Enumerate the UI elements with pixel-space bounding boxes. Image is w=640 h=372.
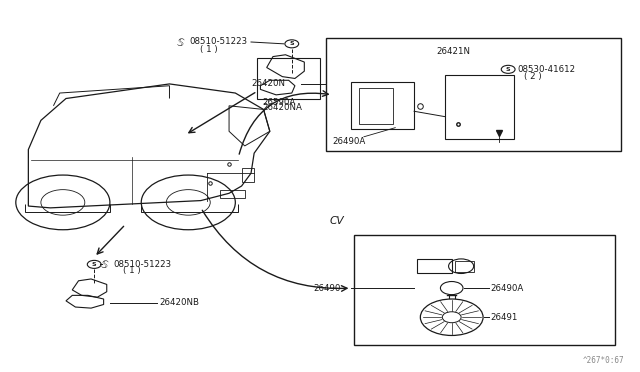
Text: 26420N: 26420N [251, 80, 285, 89]
Bar [242, 168, 254, 182]
Text: 08530-41612: 08530-41612 [518, 65, 576, 74]
Text: S: S [506, 67, 511, 72]
Text: 26420NA: 26420NA [262, 103, 302, 112]
Bar [355, 235, 615, 344]
Text: S: S [289, 41, 294, 46]
Text: CV: CV [330, 216, 344, 226]
Text: 26420NB: 26420NB [159, 298, 200, 307]
Text: $\mathbb{S}$: $\mathbb{S}$ [99, 259, 109, 270]
Bar [417, 259, 452, 273]
Bar [455, 261, 474, 272]
Bar [351, 82, 414, 129]
Text: 26490A: 26490A [333, 137, 366, 146]
Text: 26491: 26491 [491, 313, 518, 322]
Text: ( 1 ): ( 1 ) [200, 45, 217, 54]
Text: 26590A: 26590A [262, 98, 296, 107]
Bar [445, 75, 515, 139]
Text: 26490: 26490 [314, 283, 341, 292]
Text: ^267*0:67: ^267*0:67 [582, 356, 624, 365]
Bar [257, 58, 320, 99]
Bar [326, 38, 621, 151]
Bar [220, 190, 244, 198]
Text: 08510-51223: 08510-51223 [113, 260, 171, 269]
Text: 26490A: 26490A [491, 283, 524, 292]
Bar [359, 87, 394, 124]
Text: ( 1 ): ( 1 ) [123, 266, 141, 275]
Text: $\mathbb{S}$: $\mathbb{S}$ [176, 36, 186, 48]
Text: ( 2 ): ( 2 ) [524, 72, 542, 81]
Text: S: S [92, 262, 97, 267]
Text: 26421N: 26421N [436, 46, 470, 55]
Text: 08510-51223: 08510-51223 [189, 38, 248, 46]
